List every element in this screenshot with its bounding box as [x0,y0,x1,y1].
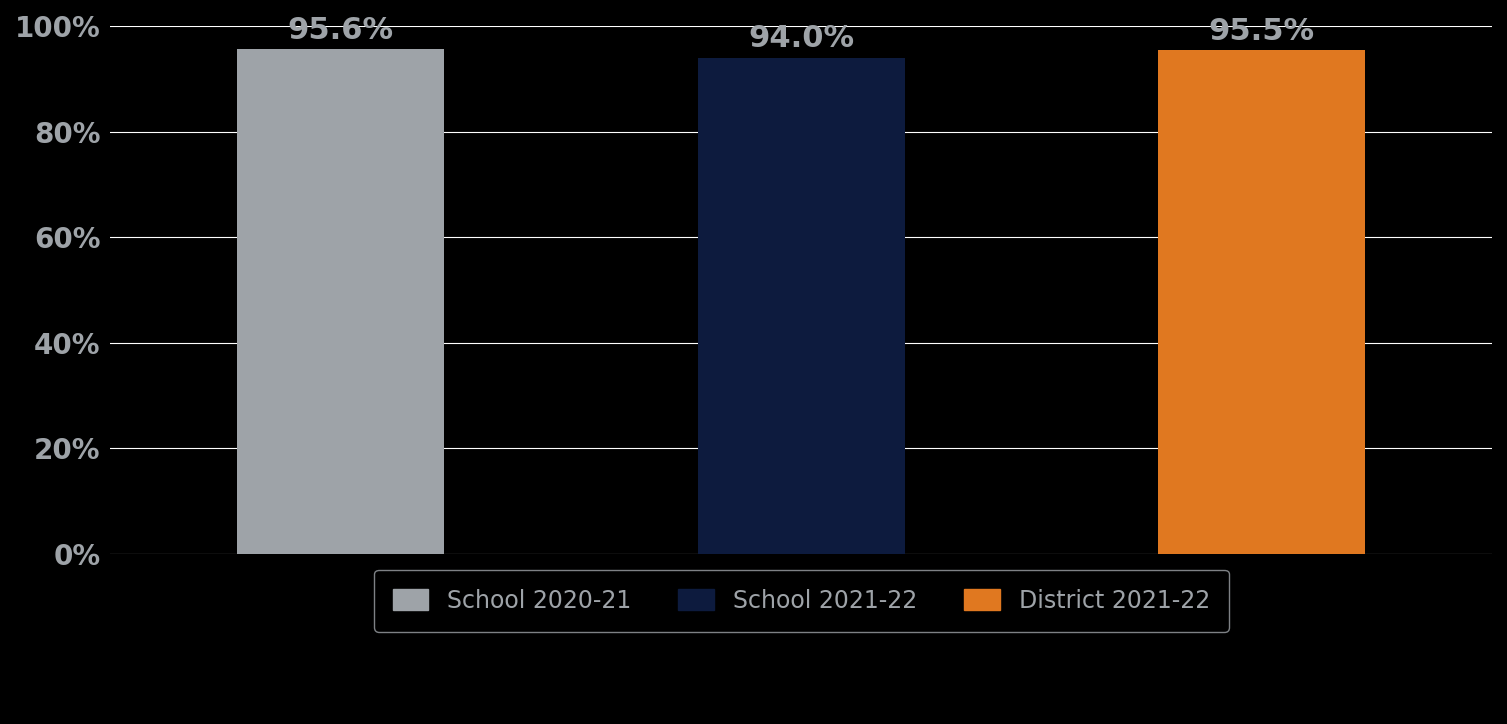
Bar [237,49,445,554]
Bar [698,58,904,554]
Legend: School 2020-21, School 2021-22, District 2021-22: School 2020-21, School 2021-22, District… [374,570,1228,631]
Bar [1159,50,1365,554]
Text: 95.6%: 95.6% [288,16,393,45]
Text: 94.0%: 94.0% [747,25,854,54]
Text: 95.5%: 95.5% [1209,17,1314,46]
